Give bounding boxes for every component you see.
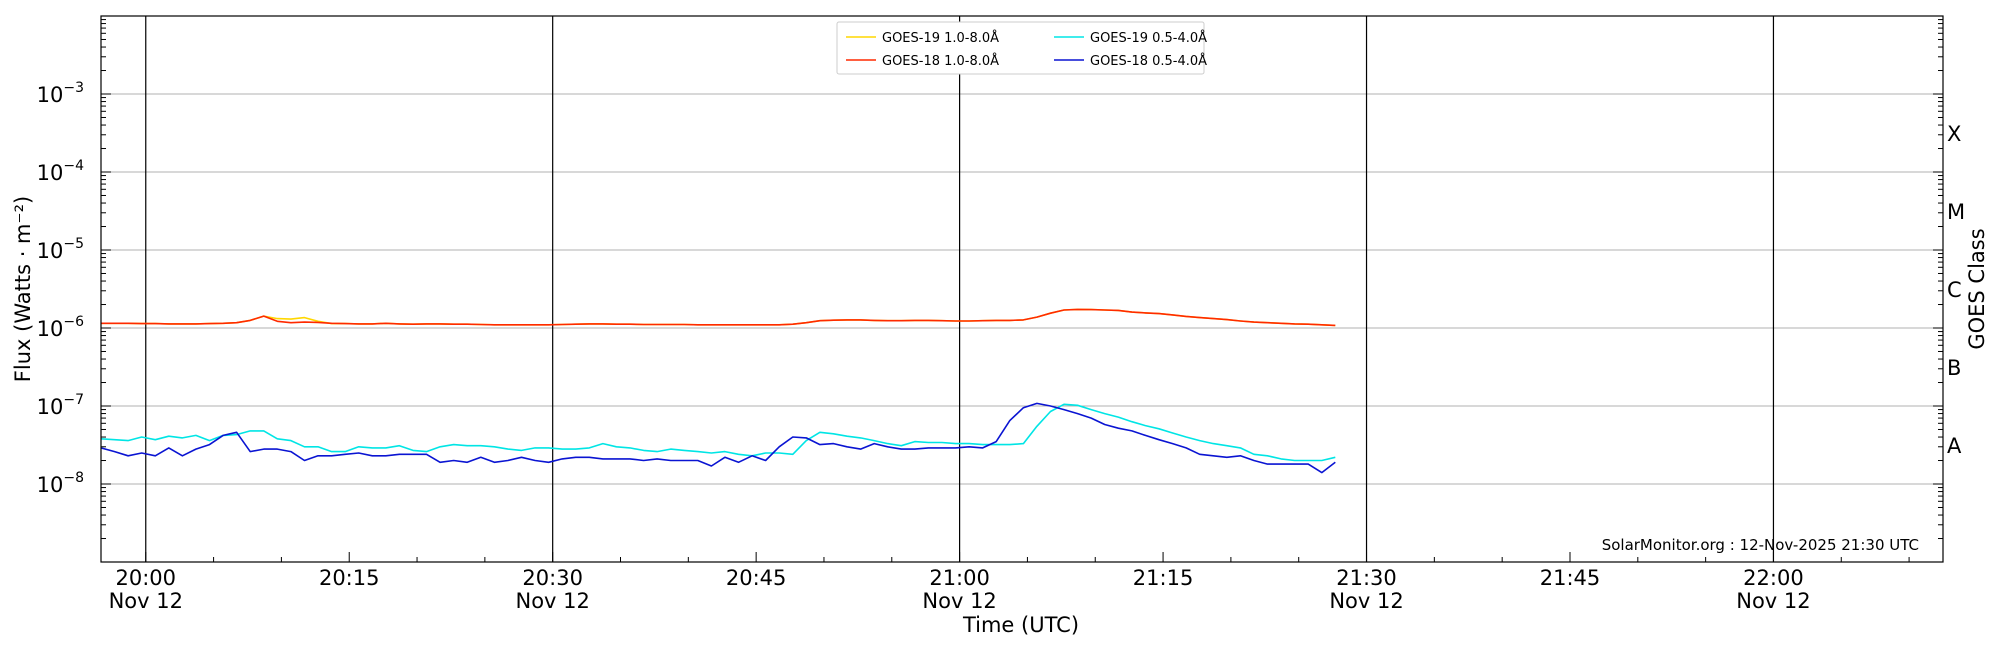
y-axis-ticks: 10−8 10−7 10−6 10−5 10−4 10−3: [37, 19, 1943, 563]
legend-box: [836, 21, 1205, 75]
plot-frame: [100, 15, 1944, 563]
x-tick-label: 21:00: [929, 566, 990, 590]
series-line: [101, 308, 1336, 327]
data-series: [101, 308, 1336, 474]
goes-class-label: C: [1947, 278, 1962, 302]
goes-class-label: A: [1947, 434, 1962, 458]
x-tick-date-label: Nov 12: [922, 589, 996, 613]
y-tick-label: 10−3: [37, 80, 84, 107]
legend: GOES-19 1.0-8.0Å GOES-18 1.0-8.0Å GOES-19 …: [836, 21, 1207, 75]
x-tick-label: 20:15: [319, 566, 380, 590]
goes-class-label: B: [1947, 356, 1961, 380]
legend-label: GOES-18 0.5-4.0Å: [1090, 53, 1207, 69]
x-tick-label: 21:15: [1133, 566, 1194, 590]
goes-class-label: X: [1947, 122, 1961, 146]
x-tick-date-label: Nov 12: [1329, 589, 1403, 613]
credit-text: SolarMonitor.org : 12-Nov-2025 21:30 UTC: [1602, 536, 1919, 554]
x-axis-title: Time (UTC): [962, 613, 1079, 637]
legend-label: GOES-18 1.0-8.0Å: [882, 53, 999, 69]
gridlines: [101, 93, 1943, 485]
goes-class-labels: A B C M X: [1947, 122, 1965, 458]
y-tick-label: 10−8: [37, 470, 84, 497]
y2-axis-title: GOES Class: [1965, 228, 1989, 349]
x-tick-label: 20:00: [115, 566, 176, 590]
x-tick-date-label: Nov 12: [109, 589, 183, 613]
series-line: [101, 403, 1336, 462]
x-tick-label: 21:30: [1336, 566, 1397, 590]
x-tick-label: 21:45: [1540, 566, 1601, 590]
legend-label: GOES-19 0.5-4.0Å: [1090, 30, 1207, 46]
goes-class-label: M: [1947, 200, 1965, 224]
y-tick-label: 10−6: [37, 314, 84, 341]
y-tick-label: 10−5: [37, 236, 84, 263]
x-tick-label: 20:45: [726, 566, 787, 590]
x-tick-label: 20:30: [522, 566, 583, 590]
legend-label: GOES-19 1.0-8.0Å: [882, 30, 999, 46]
y-tick-label: 10−7: [37, 392, 84, 419]
series-line: [101, 402, 1336, 474]
x-tick-label: 22:00: [1743, 566, 1804, 590]
y-axis-title: Flux (Watts · m⁻²): [11, 196, 35, 382]
x-tick-date-label: Nov 12: [515, 589, 589, 613]
x-tick-date-label: Nov 12: [1736, 589, 1810, 613]
day-time-vertical-lines: [145, 16, 1775, 562]
y-tick-label: 10−4: [37, 158, 84, 185]
